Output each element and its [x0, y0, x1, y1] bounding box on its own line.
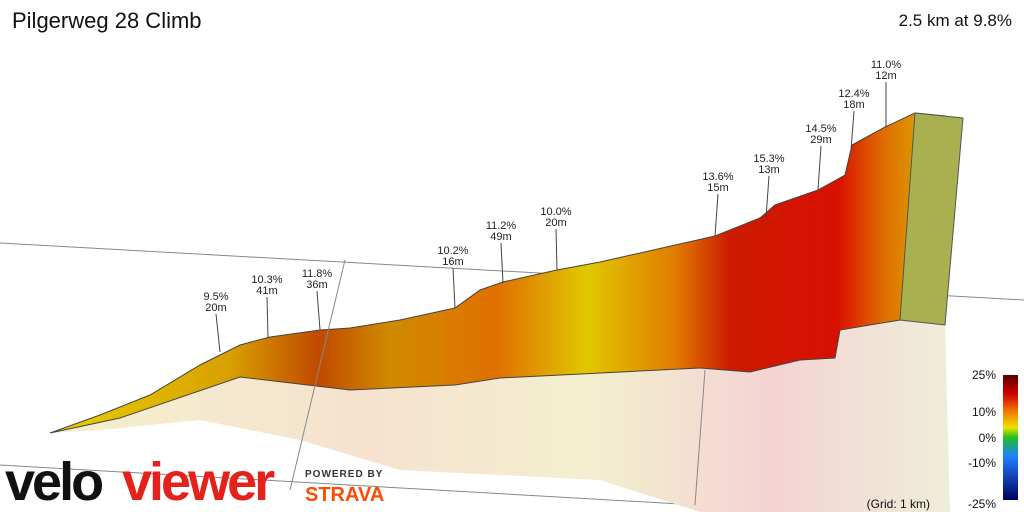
legend-label: 10% — [972, 405, 996, 419]
segment-grade: 12.4% — [838, 88, 869, 100]
legend-label: 0% — [979, 431, 997, 445]
leader-line — [452, 267, 456, 309]
leader-line — [850, 110, 855, 151]
segment-grade: 15.3% — [753, 153, 784, 165]
leader-line — [765, 175, 770, 219]
segment-length: 36m — [306, 279, 327, 291]
legend-scale — [1003, 375, 1018, 500]
legend-label: -10% — [968, 456, 996, 470]
leader-line — [555, 228, 558, 271]
segment-grade: 13.6% — [702, 171, 733, 183]
segment-grade: 11.8% — [302, 268, 333, 280]
title: Pilgerweg 28 Climb — [12, 8, 202, 33]
segment-grade: 11.2% — [486, 220, 517, 232]
segment-grade: 14.5% — [805, 123, 836, 135]
segment-length: 20m — [205, 302, 226, 314]
grid-line — [694, 369, 706, 506]
segment-length: 20m — [545, 217, 566, 229]
segment-grade: 10.0% — [540, 206, 571, 218]
segment-length: 16m — [442, 256, 463, 268]
segment-length: 41m — [256, 285, 277, 297]
leader-line — [266, 296, 269, 339]
profile-end-face — [899, 112, 964, 326]
segment-length: 12m — [875, 70, 896, 82]
strava-logo: STRAVA — [305, 484, 384, 506]
leader-line — [714, 193, 719, 237]
legend-label: -25% — [968, 497, 996, 511]
segment-grade: 11.0% — [871, 59, 902, 71]
segment-length: 18m — [843, 99, 864, 111]
leader-line — [817, 145, 822, 191]
summary: 2.5 km at 9.8% — [899, 11, 1012, 30]
leader-line — [500, 242, 504, 284]
segment-length: 49m — [490, 231, 511, 243]
grid-line — [289, 259, 346, 491]
legend-label: 25% — [972, 368, 996, 382]
segment-grade: 9.5% — [203, 291, 228, 303]
segment-length: 13m — [758, 164, 779, 176]
segment-length: 15m — [707, 182, 728, 194]
grid-note: (Grid: 1 km) — [867, 497, 930, 511]
logo-viewer: viewer — [122, 452, 275, 512]
profile-shadow — [50, 320, 950, 512]
segment-length: 29m — [810, 134, 831, 146]
logo-velo: velo — [5, 452, 102, 512]
leader-line — [316, 290, 321, 331]
powered-by: POWERED BY — [305, 469, 383, 480]
segment-grade: 10.3% — [251, 274, 282, 286]
leader-line — [215, 313, 221, 353]
segment-grade: 10.2% — [437, 245, 468, 257]
